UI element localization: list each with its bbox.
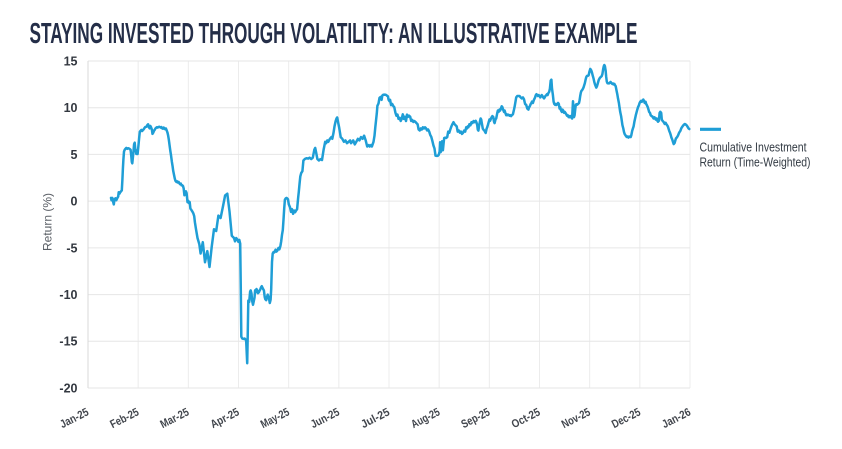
svg-text:-5: -5 bbox=[66, 241, 77, 255]
svg-text:-15: -15 bbox=[59, 335, 77, 349]
svg-text:15: 15 bbox=[64, 54, 78, 68]
svg-text:0: 0 bbox=[71, 195, 78, 209]
svg-text:Cumulative Investment: Cumulative Investment bbox=[700, 139, 807, 154]
svg-text:5: 5 bbox=[71, 148, 78, 162]
svg-text:STAYING INVESTED THROUGH VOLAT: STAYING INVESTED THROUGH VOLATILITY: AN … bbox=[30, 18, 638, 50]
svg-text:10: 10 bbox=[64, 101, 78, 115]
svg-text:-10: -10 bbox=[59, 288, 77, 302]
svg-text:Return (%): Return (%) bbox=[41, 193, 55, 251]
svg-text:Return (Time-Weighted): Return (Time-Weighted) bbox=[700, 155, 811, 170]
svg-text:-20: -20 bbox=[59, 381, 77, 395]
